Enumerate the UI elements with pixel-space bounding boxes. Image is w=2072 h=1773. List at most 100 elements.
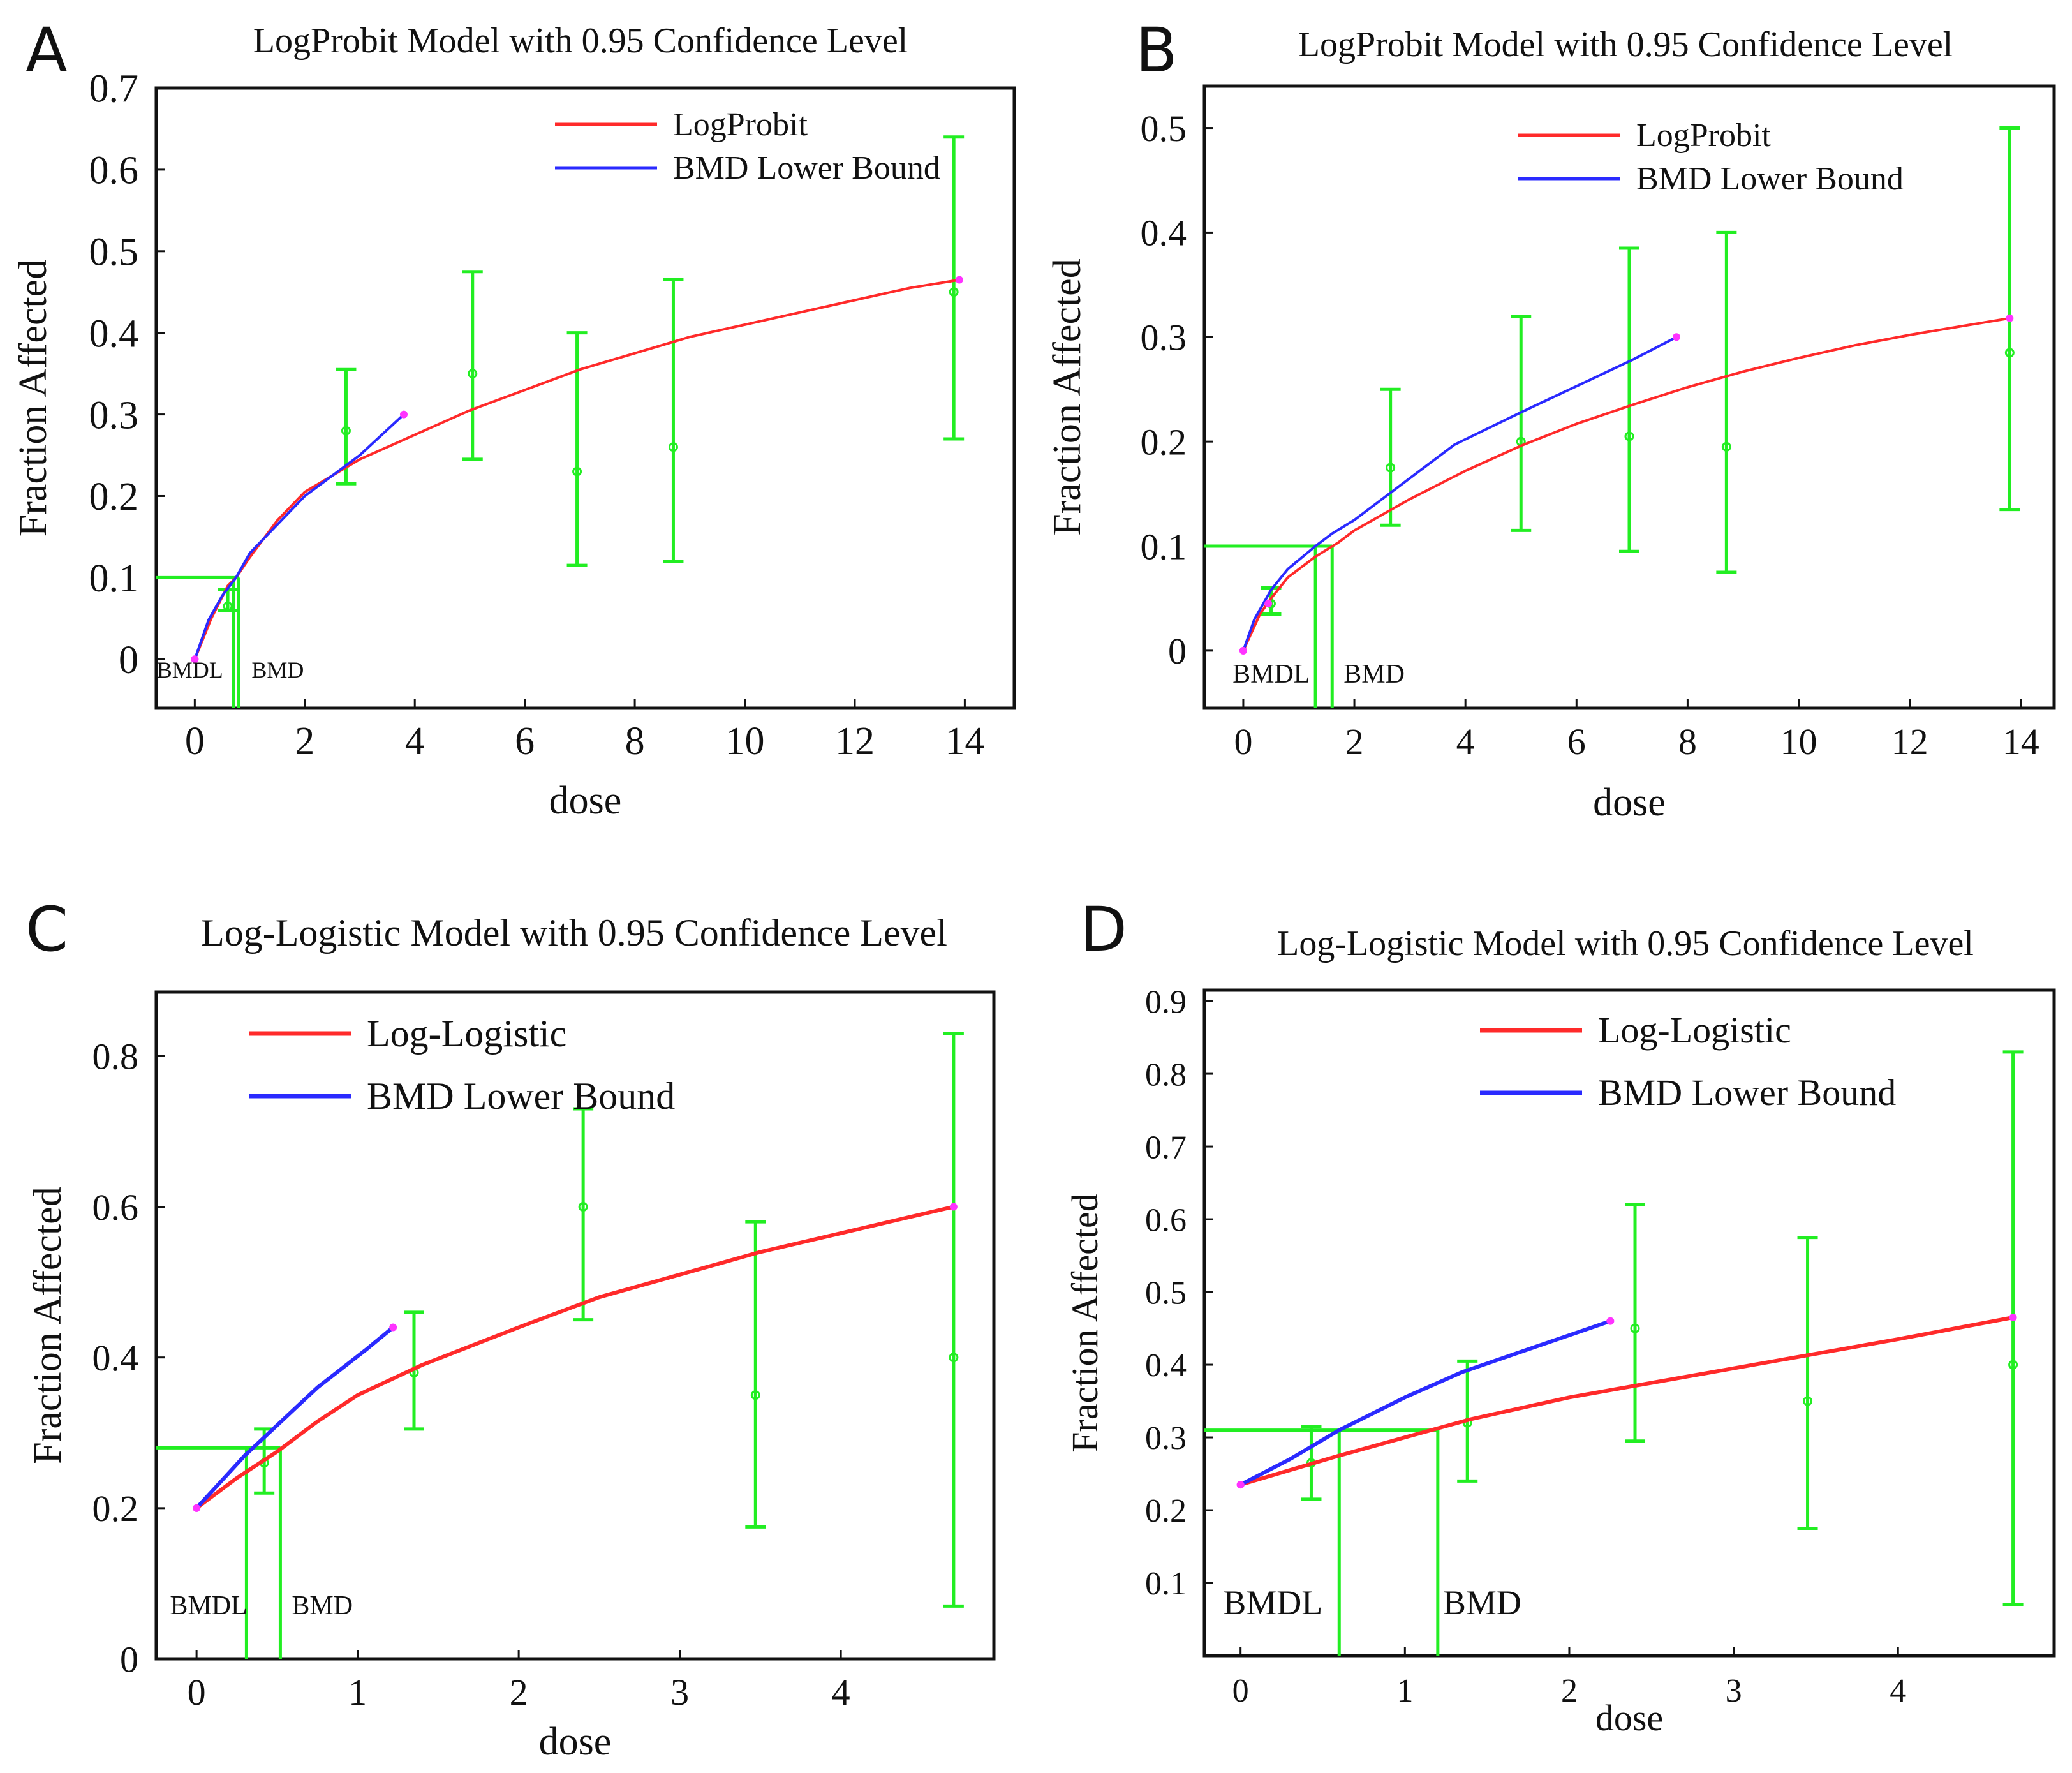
data-point	[468, 369, 478, 379]
lower-bound-curve	[193, 413, 405, 660]
lower-bound-curve	[195, 1326, 395, 1510]
curve-end-marker	[1606, 1317, 1615, 1325]
data-point	[1624, 431, 1634, 441]
curve-end-marker	[955, 276, 963, 284]
x-tick-label: 2	[295, 720, 314, 763]
y-tick-label: 0.5	[1141, 108, 1187, 149]
error-bar	[1625, 1203, 1646, 1443]
x-tick-label: 10	[1780, 721, 1817, 762]
lower-bound-curve	[1242, 336, 1677, 651]
legend-model-label: LogProbit	[1636, 117, 1771, 154]
y-tick-label: 0.3	[1141, 317, 1187, 359]
x-tick-label: 4	[1890, 1673, 1906, 1709]
panel-b: B LogProbit Model with 0.95 Confidence Le…	[1046, 15, 2056, 824]
y-tick-label: 0.8	[93, 1036, 139, 1078]
legend-model-label: LogProbit	[673, 107, 808, 143]
error-bar	[2002, 1050, 2024, 1606]
y-tick-label: 0.9	[1145, 984, 1187, 1020]
data-point	[1630, 1323, 1640, 1333]
y-tick-label: 0.8	[1145, 1057, 1187, 1093]
y-axis-label: Fraction Affected	[11, 260, 55, 537]
bmd-label: BMD	[1443, 1584, 1521, 1622]
data-point	[750, 1390, 760, 1400]
x-tick-label: 0	[1232, 1673, 1249, 1709]
y-tick-label: 0	[120, 1638, 138, 1680]
bmdl-label: BMDL	[170, 1591, 247, 1621]
y-tick-label: 0.2	[89, 475, 139, 519]
error-bar	[944, 135, 965, 441]
y-tick-label: 0.2	[93, 1488, 139, 1529]
plot-area	[156, 135, 965, 708]
data-point	[1803, 1396, 1813, 1406]
x-axis-label: dose	[1593, 781, 1666, 824]
bmdl-label: BMDL	[157, 657, 223, 683]
error-bar	[745, 1220, 766, 1529]
data-point	[578, 1202, 588, 1212]
x-axis-label: dose	[549, 779, 622, 822]
model-curve	[1242, 316, 2010, 651]
panel-letter: B	[1136, 15, 1178, 86]
error-bar	[1380, 387, 1401, 527]
chart-title: LogProbit Model with 0.95 Confidence Lev…	[253, 21, 908, 61]
plot-area	[1204, 126, 2020, 708]
legend: LogProbit BMD Lower Bound	[555, 107, 940, 186]
error-bar	[1619, 246, 1639, 553]
panel-d: D Log-Logistic Model with 0.95 Confidence…	[1064, 894, 2056, 1739]
y-axis-label: Fraction Affected	[26, 1187, 70, 1464]
x-tick-label: 2	[510, 1672, 528, 1713]
data-point	[1721, 441, 1731, 452]
y-tick-label: 0.6	[1145, 1202, 1187, 1238]
marker-point	[1264, 600, 1273, 608]
error-bar	[663, 278, 684, 563]
model-curve	[1240, 1316, 2014, 1487]
y-tick-label: 0.1	[1145, 1566, 1187, 1602]
y-tick-label: 0.6	[93, 1187, 139, 1228]
x-tick-label: 4	[832, 1672, 850, 1713]
error-bar	[1797, 1236, 1818, 1531]
x-tick-label: 14	[945, 720, 984, 763]
error-bar	[943, 1032, 964, 1608]
x-tick-label: 1	[1396, 1673, 1413, 1709]
x-tick-label: 4	[1456, 721, 1475, 762]
legend: LogProbit BMD Lower Bound	[1518, 117, 1904, 197]
curve-start-marker	[191, 655, 199, 664]
x-tick-label: 0	[1234, 721, 1252, 762]
y-tick-label: 0	[119, 639, 138, 682]
y-tick-label: 0.6	[89, 149, 139, 193]
x-tick-label: 0	[185, 720, 205, 763]
error-bar	[1511, 315, 1532, 532]
x-tick-label: 14	[2002, 721, 2039, 762]
x-tick-label: 10	[725, 720, 765, 763]
x-tick-label: 3	[1726, 1673, 1742, 1709]
x-tick-label: 2	[1561, 1673, 1578, 1709]
legend: Log-Logistic BMD Lower Bound	[1480, 1009, 1896, 1113]
error-bar	[573, 1107, 594, 1322]
error-bar	[1716, 230, 1737, 574]
plot-frame	[1202, 84, 2056, 710]
lower-bound-curve	[1240, 1319, 1611, 1487]
legend-lower-label: BMD Lower Bound	[367, 1075, 675, 1117]
plot-frame	[154, 86, 1016, 710]
y-tick-label: 0.4	[1145, 1347, 1187, 1384]
x-tick-label: 0	[188, 1672, 206, 1713]
x-tick-label: 8	[625, 720, 645, 763]
y-tick-label: 0.5	[1145, 1275, 1187, 1311]
legend-lower-label: BMD Lower Bound	[673, 150, 940, 186]
panel-letter: C	[26, 894, 68, 965]
legend-lower-label: BMD Lower Bound	[1598, 1072, 1896, 1113]
legend-model-label: Log-Logistic	[367, 1013, 566, 1055]
data-point	[2004, 348, 2015, 358]
data-point	[668, 442, 678, 452]
y-tick-label: 0	[1168, 630, 1187, 672]
panel-c: C Log-Logistic Model with 0.95 Confidence…	[26, 894, 996, 1763]
y-tick-label: 0.1	[89, 557, 139, 600]
chart-title: Log-Logistic Model with 0.95 Confidence …	[201, 912, 947, 954]
y-tick-label: 0.3	[89, 394, 139, 437]
curve-end-marker	[399, 410, 408, 419]
x-tick-label: 8	[1678, 721, 1697, 762]
curve-start-marker	[1239, 646, 1247, 655]
curve-start-marker	[193, 1504, 201, 1512]
curve-end-marker	[389, 1323, 397, 1332]
curve-end-marker	[1673, 333, 1680, 341]
